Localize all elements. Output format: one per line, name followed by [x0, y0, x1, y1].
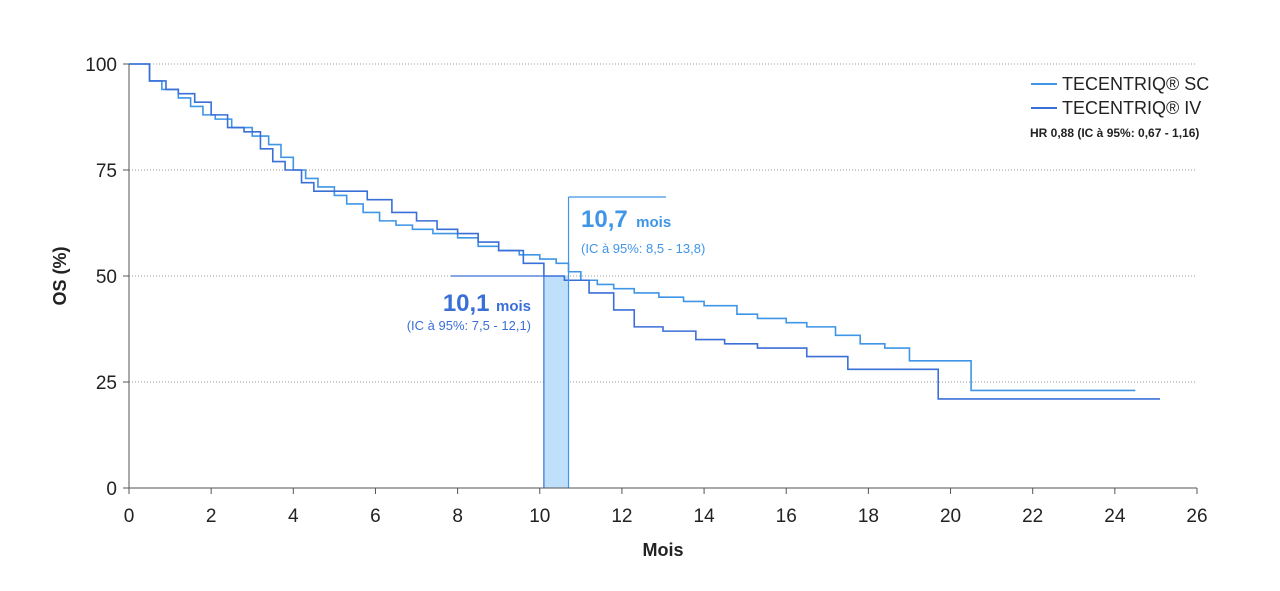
- x-tick-label: 0: [124, 506, 135, 527]
- annotation-sc: 10,7 mois (IC à 95%: 8,5 - 13,8): [581, 206, 705, 256]
- y-tick-label: 50: [96, 267, 117, 288]
- series-layer: [129, 63, 1161, 400]
- x-tick-label: 20: [940, 506, 961, 527]
- annotation-sc-ci: (IC à 95%: 8,5 - 13,8): [581, 241, 705, 256]
- legend-label-sc: TECENTRIQ® SC: [1062, 74, 1209, 94]
- y-tick-label: 25: [96, 373, 117, 394]
- median-interval-band: [543, 276, 569, 488]
- x-tick-label: 10: [529, 506, 550, 527]
- series-line-sc: [129, 63, 1136, 392]
- annotation-sc-value: 10,7 mois: [581, 206, 671, 233]
- annotation-iv: 10,1 mois (IC à 95%: 7,5 - 12,1): [407, 290, 531, 333]
- x-axis-title: Mois: [642, 540, 683, 560]
- hazard-ratio-text: HR 0,88 (IC à 95%: 0,67 - 1,16): [1030, 126, 1199, 140]
- x-tick-label: 12: [611, 506, 632, 527]
- legend: TECENTRIQ® SC TECENTRIQ® IV HR 0,88 (IC …: [1030, 74, 1209, 140]
- x-tick-label: 8: [452, 506, 463, 527]
- series-line-iv: [129, 63, 1161, 400]
- x-tick-label: 2: [206, 506, 217, 527]
- y-tick-label: 100: [85, 55, 117, 76]
- annotation-iv-value: 10,1 mois: [443, 290, 531, 317]
- x-tick-label: 26: [1186, 506, 1207, 527]
- x-tick-label: 16: [776, 506, 797, 527]
- legend-label-iv: TECENTRIQ® IV: [1062, 98, 1201, 118]
- x-tick-label: 18: [858, 506, 879, 527]
- y-axis-title: OS (%): [50, 246, 70, 305]
- y-tick-label: 75: [96, 161, 117, 182]
- grid-lines: [129, 63, 1197, 383]
- x-tick-label: 6: [370, 506, 381, 527]
- x-tick-label: 24: [1104, 506, 1126, 527]
- median-lines: [451, 196, 666, 488]
- x-tick-label: 4: [288, 506, 299, 527]
- annotation-iv-ci: (IC à 95%: 7,5 - 12,1): [407, 318, 531, 333]
- y-tick-label: 0: [106, 479, 117, 500]
- x-tick-label: 22: [1022, 506, 1043, 527]
- x-tick-label: 14: [694, 506, 716, 527]
